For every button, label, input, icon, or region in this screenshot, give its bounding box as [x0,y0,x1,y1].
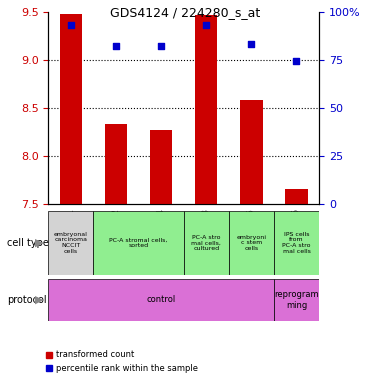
Bar [285,189,308,204]
Legend: transformed count, percentile rank within the sample: transformed count, percentile rank withi… [41,347,201,376]
Point [68,22,74,28]
Bar [240,100,263,204]
Bar [274,211,319,275]
Bar [48,211,93,275]
Text: embryonal
carcinoma
NCCIT
cells: embryonal carcinoma NCCIT cells [54,232,88,254]
Text: embryoni
c stem
cells: embryoni c stem cells [236,235,266,251]
Point [203,22,209,28]
Point [113,43,119,49]
Bar [274,279,319,321]
Text: reprogram
ming: reprogram ming [274,290,319,310]
Bar [229,211,274,275]
Text: ▶: ▶ [35,295,43,305]
Text: IPS cells
from
PC-A stro
mal cells: IPS cells from PC-A stro mal cells [282,232,311,254]
Bar [195,15,217,204]
Bar [93,211,184,275]
Bar [184,211,229,275]
Point [158,43,164,49]
Bar [105,124,127,204]
Point [293,58,299,65]
Text: control: control [147,295,176,305]
Text: GDS4124 / 224280_s_at: GDS4124 / 224280_s_at [111,6,260,19]
Point [249,41,255,47]
Bar [150,130,173,204]
Text: cell type: cell type [7,238,49,248]
Bar [59,14,82,204]
Text: PC-A stromal cells,
sorted: PC-A stromal cells, sorted [109,237,168,248]
Text: PC-A stro
mal cells,
cultured: PC-A stro mal cells, cultured [191,235,221,251]
Bar [48,279,274,321]
Text: ▶: ▶ [35,238,43,248]
Text: protocol: protocol [7,295,47,305]
